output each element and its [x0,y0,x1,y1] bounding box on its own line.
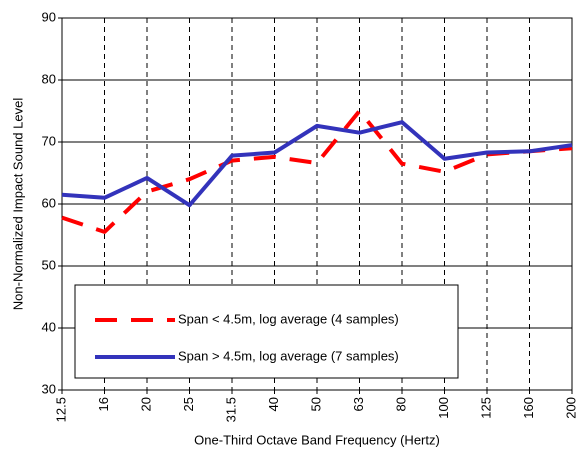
data-line [61,120,573,208]
y-tick-label: 60 [42,195,56,210]
x-tick-label: 100 [436,397,451,419]
y-tick-label: 40 [42,319,56,334]
x-axis-title: One-Third Octave Band Frequency (Hertz) [194,432,440,447]
x-tick-label: 40 [266,397,281,411]
x-tick-label: 16 [96,397,111,411]
x-tick-label: 20 [138,397,153,411]
x-tick-label: 50 [308,397,323,411]
x-tick-label: 25 [181,397,196,411]
plot-border [61,17,573,391]
x-tick-label: 63 [351,397,366,411]
y-tick-label: 80 [42,71,56,86]
x-tick-label: 160 [521,397,536,419]
x-tick-label: 125 [478,397,493,419]
x-tick-label: 12.5 [53,397,68,422]
legend-box [74,284,459,379]
legend-label: Span > 4.5m, log average (7 samples) [178,348,399,363]
x-tick-label: 200 [563,397,576,419]
y-tick-label: 30 [42,381,56,396]
y-tick-label: 70 [42,133,56,148]
y-tick-label: 90 [42,9,56,24]
y-axis-title: Non-Normalized Impact Sound Level [10,98,25,311]
legend-label: Span < 4.5m, log average (4 samples) [178,311,399,326]
y-tick-label: 50 [42,257,56,272]
x-tick-label: 80 [393,397,408,411]
x-tick-label: 31.5 [223,397,238,422]
